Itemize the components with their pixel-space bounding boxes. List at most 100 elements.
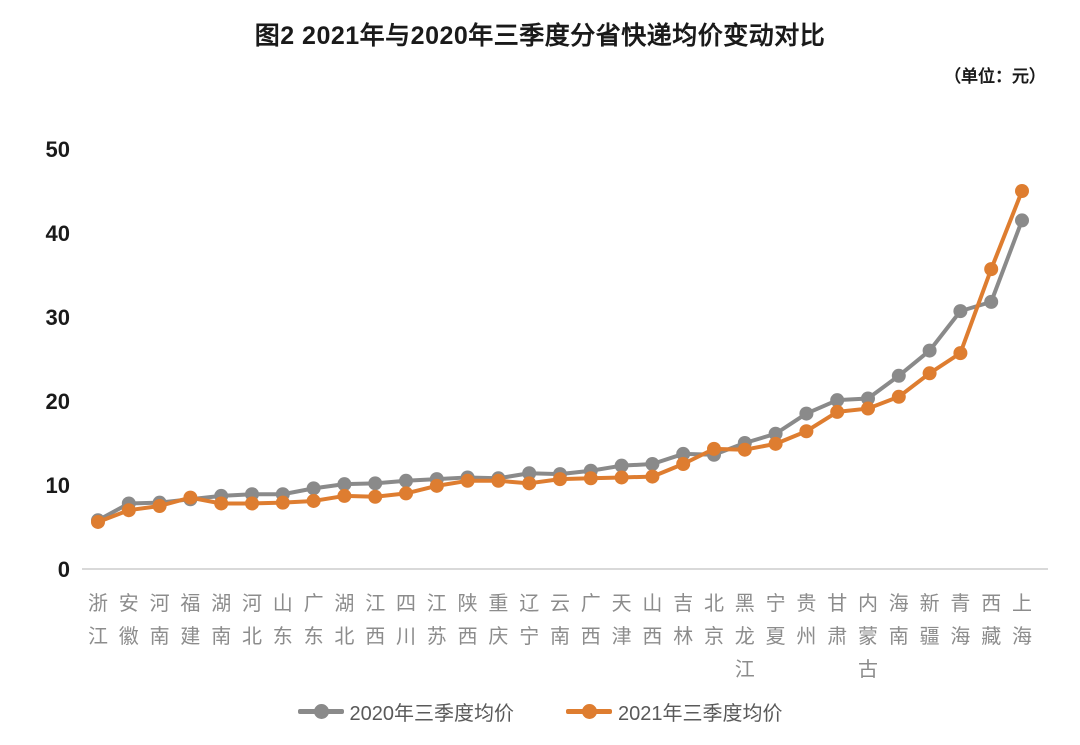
- x-axis-category-label: 青: [950, 592, 970, 615]
- x-axis-category-label: 西: [365, 626, 385, 648]
- x-axis-category-label: 贵: [796, 592, 816, 615]
- data-point-2021-辽宁: [522, 476, 537, 491]
- data-point-2021-甘肃: [830, 404, 845, 419]
- data-point-2021-广西: [583, 471, 598, 486]
- x-axis-category-label: 南: [211, 625, 231, 648]
- data-point-2020-湖北: [337, 477, 352, 492]
- x-axis-category-label: 林: [673, 625, 693, 648]
- x-axis-category-label: 西: [581, 626, 601, 648]
- legend-dot-2021: [582, 704, 597, 719]
- x-axis-category-label: 京: [704, 625, 724, 648]
- x-axis-category-label: 西: [458, 626, 478, 648]
- x-axis-category-label: 宁: [519, 625, 539, 648]
- x-axis-category-label: 庆: [488, 625, 508, 648]
- data-point-2020-青海: [953, 304, 968, 319]
- data-point-2021-广东: [306, 493, 321, 508]
- data-point-2020-宁夏: [768, 426, 783, 441]
- data-point-2020-新疆: [922, 343, 937, 358]
- x-axis-category-label: 江: [88, 625, 108, 648]
- x-axis-category-label: 湖: [334, 592, 354, 615]
- x-axis-category-label: 江: [427, 592, 447, 615]
- data-point-2021-上海: [1015, 184, 1029, 198]
- data-point-2021-湖北: [337, 488, 352, 503]
- y-axis-tick-label: 40: [46, 221, 70, 246]
- data-point-2021-山东: [275, 495, 290, 510]
- x-axis-category-label: 南: [550, 625, 570, 648]
- data-point-2021-黑龙江: [737, 442, 752, 457]
- data-point-2021-陕西: [460, 473, 475, 488]
- x-axis-category-label: 上: [1012, 592, 1032, 615]
- x-axis-category-label: 广: [304, 592, 324, 615]
- data-point-2020-天津: [614, 458, 629, 473]
- data-point-2020-江西: [368, 476, 383, 491]
- legend-entry-2021: 2021年三季度均价: [566, 697, 783, 726]
- legend-marker-2020-line-dot-icon: [297, 704, 344, 719]
- x-axis-category-label: 福: [180, 592, 200, 615]
- x-axis-category-label: 川: [396, 626, 416, 648]
- data-point-2021-江苏: [429, 478, 444, 493]
- x-axis-category-label: 南: [889, 625, 909, 648]
- legend-label-2020: 2020年三季度均价: [349, 703, 515, 725]
- data-point-2021-西藏: [984, 262, 999, 277]
- x-axis-category-label: 海: [889, 592, 909, 615]
- data-point-2021-宁夏: [768, 436, 783, 451]
- x-axis-category-label: 黑: [735, 593, 755, 615]
- data-point-2021-重庆: [491, 473, 506, 488]
- data-point-2021-海南: [891, 389, 906, 404]
- x-axis-category-label: 南: [150, 625, 170, 648]
- x-axis-category-label: 龙: [735, 625, 755, 648]
- data-point-2020-贵州: [799, 406, 814, 421]
- data-point-2020-四川: [399, 473, 413, 488]
- data-point-2021-内蒙古: [861, 401, 875, 416]
- x-axis-category-label: 浙: [88, 592, 108, 615]
- x-axis-category-label: 北: [334, 625, 354, 648]
- y-axis-tick-label: 0: [58, 557, 70, 582]
- x-axis-category-label: 河: [242, 592, 262, 615]
- chart-legend: 2020年三季度均价 2021年三季度均价: [0, 697, 1080, 726]
- y-axis-tick-label: 20: [46, 389, 70, 414]
- data-point-2021-河北: [245, 496, 259, 511]
- data-point-2020-西藏: [984, 294, 999, 309]
- data-point-2021-云南: [553, 472, 567, 487]
- data-point-2021-浙江: [91, 514, 105, 529]
- x-axis-category-label: 东: [304, 625, 324, 648]
- x-axis-category-label: 津: [612, 625, 632, 648]
- x-axis-category-label: 安: [119, 592, 139, 615]
- x-axis-category-label: 海: [1012, 625, 1032, 648]
- x-axis-category-label: 江: [365, 592, 385, 615]
- legend-dot-2020: [313, 704, 329, 719]
- y-axis-tick-label: 10: [46, 473, 70, 498]
- chart-title: 图2 2021年与2020年三季度分省快递均价变动对比: [254, 22, 826, 50]
- x-axis-category-label: 吉: [673, 592, 693, 615]
- y-axis-tick-label: 50: [46, 137, 70, 162]
- data-point-2021-北京: [707, 441, 721, 456]
- unit-label: （单位：元）: [944, 67, 1046, 86]
- x-axis-category-label: 山: [642, 592, 662, 615]
- data-point-2021-青海: [953, 346, 968, 361]
- x-axis-category-label: 蒙: [858, 625, 878, 648]
- x-axis-category-label: 云: [550, 593, 570, 615]
- data-point-2021-四川: [399, 486, 413, 501]
- data-point-2021-河南: [152, 499, 167, 513]
- legend-marker-2021-line-dot-icon: [566, 704, 612, 719]
- x-axis-category-label: 古: [858, 658, 878, 681]
- x-axis-category-label: 河: [150, 592, 170, 615]
- data-point-2020-海南: [891, 368, 906, 383]
- x-axis-category-label: 北: [704, 592, 724, 615]
- data-point-2021-贵州: [799, 424, 814, 439]
- data-point-2020-内蒙古: [861, 391, 875, 406]
- x-axis-category-label: 建: [180, 625, 200, 648]
- x-axis-category-label: 藏: [981, 625, 1001, 648]
- x-axis-category-label: 宁: [766, 592, 786, 615]
- x-axis-category-label: 新: [920, 592, 940, 615]
- data-point-2020-山西: [645, 457, 660, 471]
- x-axis-category-label: 江: [735, 658, 755, 681]
- x-axis-category-label: 北: [242, 625, 262, 648]
- data-point-2021-天津: [614, 470, 629, 485]
- x-axis-category-label: 东: [273, 625, 293, 648]
- data-point-2020-上海: [1015, 213, 1029, 228]
- y-axis-tick-label: 30: [46, 305, 70, 330]
- data-point-2020-甘肃: [830, 393, 845, 408]
